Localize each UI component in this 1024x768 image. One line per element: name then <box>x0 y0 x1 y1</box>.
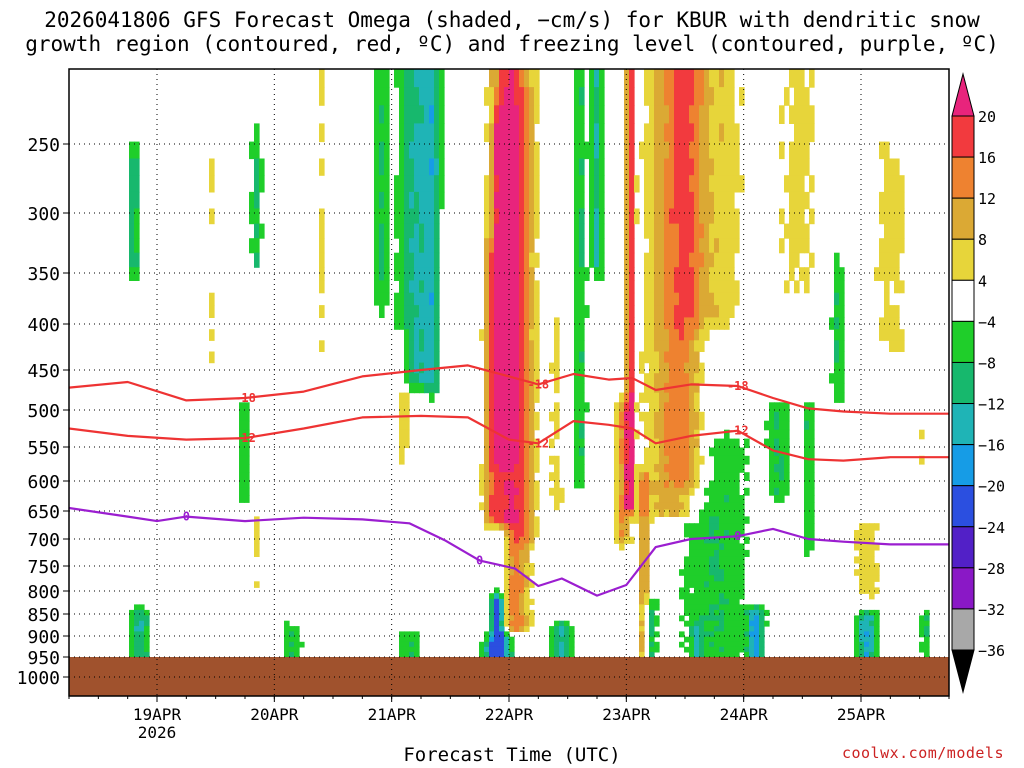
contour-label-0-0: 0 <box>183 510 190 524</box>
colorbar-label-8: −16 <box>978 437 1005 455</box>
contour-lines: -18 -18 -18 -12 -12 -12 0 0 0 <box>69 364 949 597</box>
x-axis-title: Forecast Time (UTC) <box>403 744 621 766</box>
colorbar-box-7 <box>951 403 975 446</box>
contour-label--18-1: -18 <box>527 377 549 391</box>
colorbar-label-1: 16 <box>978 149 996 167</box>
colorbar-label-6: −8 <box>978 354 996 372</box>
title-line-1: 2026041806 GFS Forecast Omega (shaded, −… <box>44 8 980 32</box>
y-tick-label-450: 450 <box>27 361 60 382</box>
colorbar-box-2 <box>951 197 975 240</box>
contour-label--12-0: -12 <box>234 431 256 445</box>
y-tick-label-400: 400 <box>27 315 60 336</box>
grid-lines <box>69 69 949 696</box>
colorbar-box-6 <box>951 361 975 405</box>
chart-title: 2026041806 GFS Forecast Omega (shaded, −… <box>0 8 1024 56</box>
colorbar-bottom-arrow <box>951 649 975 694</box>
colorbar-box-3 <box>951 238 975 281</box>
contour-line-0 <box>69 506 949 597</box>
omega-shading <box>129 69 930 658</box>
x-tick-label-23APR: 23APR <box>602 705 651 724</box>
colorbar-box-9 <box>951 485 975 528</box>
title-line-2: growth region (contoured, red, ºC) and f… <box>25 32 999 56</box>
y-tick-label-900: 900 <box>27 627 60 648</box>
colorbar-top-arrow <box>951 72 975 117</box>
y-tick-label-750: 750 <box>27 557 60 578</box>
colorbar-box-12 <box>951 608 975 651</box>
contour-label-0-2: 0 <box>734 529 741 543</box>
colorbar-box-0 <box>951 115 975 158</box>
y-tick-label-950: 950 <box>27 648 60 669</box>
colorbar-label-10: −24 <box>978 519 1005 537</box>
colorbar-label-5: −4 <box>978 313 996 331</box>
site-credit-link[interactable]: coolwx.com/models <box>841 744 1004 762</box>
colorbar: 20 16 12 8 4 −4 −8 −12 −16 −20 −24 −28 −32 −36 <box>951 72 1005 694</box>
colorbar-box-8 <box>951 444 975 487</box>
contour-line--12 <box>69 414 949 462</box>
y-axis-pressure-labels: 2503003504004505005506006507007508008509… <box>17 135 69 689</box>
x-tick-label-22APR: 22APR <box>485 705 534 724</box>
colorbar-box-5 <box>951 320 975 363</box>
x-tick-label-20APR: 20APR <box>250 705 299 724</box>
colorbar-label-13: −36 <box>978 642 1005 660</box>
y-tick-label-250: 250 <box>27 135 60 156</box>
y-tick-label-800: 800 <box>27 582 60 603</box>
colorbar-label-12: −32 <box>978 601 1005 619</box>
colorbar-label-3: 8 <box>978 231 987 249</box>
x-tick-label-19APR: 19APR <box>133 705 182 724</box>
y-tick-label-650: 650 <box>27 502 60 523</box>
x-tick-label-25APR: 25APR <box>837 705 886 724</box>
x-tick-label-24APR: 24APR <box>720 705 769 724</box>
y-tick-label-300: 300 <box>27 204 60 225</box>
y-tick-label-850: 850 <box>27 605 60 626</box>
contour-line--18 <box>69 364 949 415</box>
colorbar-label-9: −20 <box>978 478 1005 496</box>
y-tick-label-550: 550 <box>27 438 60 459</box>
colorbar-label-0: 20 <box>978 108 996 126</box>
y-tick-label-1000: 1000 <box>17 668 60 689</box>
colorbar-box-10 <box>951 526 975 569</box>
colorbar-label-11: −28 <box>978 560 1005 578</box>
colorbar-box-4 <box>951 279 975 322</box>
contour-label-0-1: 0 <box>476 554 483 568</box>
y-tick-label-500: 500 <box>27 401 60 422</box>
contour-label--18-2: -18 <box>727 379 749 393</box>
colorbar-box-1 <box>951 156 975 199</box>
contour-label--12-1: -12 <box>527 436 549 450</box>
y-tick-label-700: 700 <box>27 530 60 551</box>
y-tick-label-350: 350 <box>27 264 60 285</box>
contour-label--12-2: -12 <box>727 424 749 438</box>
x-tick-label-21APR: 21APR <box>368 705 417 724</box>
colorbar-label-2: 12 <box>978 190 996 208</box>
colorbar-label-4: 4 <box>978 272 987 290</box>
y-tick-label-600: 600 <box>27 472 60 493</box>
colorbar-label-7: −12 <box>978 396 1005 414</box>
contour-label--18-0: -18 <box>234 391 256 405</box>
colorbar-box-11 <box>951 567 975 610</box>
x-tick-sublabel-year: 2026 <box>138 723 177 742</box>
